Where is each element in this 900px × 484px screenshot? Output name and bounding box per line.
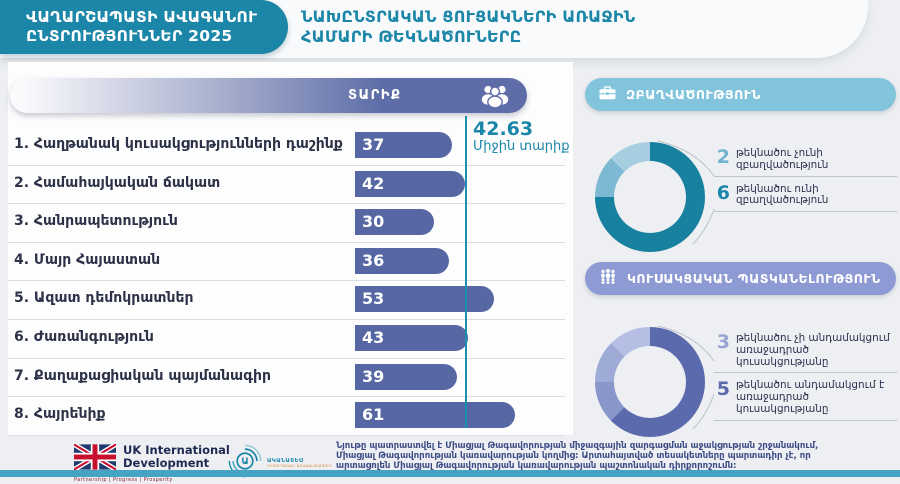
bottom-accent-strip [0,470,900,477]
party-section-header: ԿՈՒՍԱԿՑԱԿԱՆ ՊԱՏԿԱՆԵԼՈՒԹՅՈՒՆ [585,262,896,295]
party-callout-lines [657,325,715,429]
age-row: 4. Մայր Հայաստան 36 [8,243,565,282]
party-section-title: ԿՈՒՍԱԿՑԱԿԱՆ ՊԱՏԿԱՆԵԼՈՒԹՅՈՒՆ [627,271,881,286]
age-value: 30 [362,212,385,232]
party-name-label: 7. Քաղաքացիական պայմանագիր [14,367,272,384]
party-name-label: 5. Ազատ դեմոկրատներ [14,290,194,307]
badge-line2: ԸՆՏՐՈՒԹՅՈՒՆՆԵՐ 2025 [26,27,233,45]
badge-line1: ՎԱՂԱՐՇԱՊԱՏԻ ԱՎԱԳԱՆՈՒ [26,8,258,26]
age-row: 5. Ազատ դեմոկրատներ 53 [8,281,565,320]
age-bar-rows: 1. Հաղթանակ կուսակցությունների դաշինք 37… [8,127,565,436]
age-row: 1. Հաղթանակ կուսակցությունների դաշինք 37 [8,127,565,166]
average-age-label: 42.63 Միջին տարիք [473,119,570,154]
disclaimer-line3: արտացոլեն Միացյալ Թագավորության կառավարո… [336,461,737,471]
legend-row: 6 թեկնածու ունի զբաղվածություն [714,182,897,213]
age-value: 39 [362,366,385,386]
uk-flag-icon [72,442,118,474]
age-bar: 53 [355,286,494,313]
party-donut-chart [595,327,705,437]
disclaimer-text: Նյութը պատրաստվել է Միացյալ Թագավորությա… [336,441,896,471]
party-name-label: 8. Հայրենիք [14,406,106,423]
page-title: ՆԱԽԸՆՏՐԱԿԱՆ ՑՈՒՑԱԿՆԵՐԻ ԱՌԱՋԻՆ ՀԱՄԱՐԻ ԹԵԿ… [301,7,635,46]
uk-development-logo: UK International Development Partnership… [72,442,230,483]
election-badge: ՎԱՂԱՐՇԱՊԱՏԻ ԱՎԱԳԱՆՈՒ ԸՆՏՐՈՒԹՅՈՒՆՆԵՐ 2025 [0,0,288,54]
age-row: 6. Ժառանգություն 43 [8,320,565,359]
age-value: 42 [362,173,385,193]
people-icon [479,82,511,113]
age-bar: 30 [355,209,434,236]
age-value: 43 [362,327,385,347]
party-name-label: 2. Համահայկական ճակատ [14,174,221,191]
legend-label: թեկնածու չի անդամակցում առաջադրած կուսակ… [736,332,890,368]
age-bar: 37 [355,132,452,158]
legend-label: թեկնածու չունի զբաղվածություն [736,147,829,171]
age-bar: 36 [355,247,450,274]
age-bar: 61 [355,402,515,429]
age-chart-panel [8,62,573,435]
uk-logo-tagline: Partnership | Progress | Prosperity [74,477,173,483]
observer-mission-logo: Ա ԱԿԱՆԱՏԵՍ ԴԻՏՈՐԴԱԿԱՆ ԱՌԱՔԵԼՈՒԹՅՈՒՆ [226,442,332,484]
svg-text:Ա: Ա [241,457,248,467]
average-age-line [465,116,467,428]
title-line2: ՀԱՄԱՐԻ ԹԵԿՆԱԾՈՒՆԵՐԸ [301,26,522,46]
employment-donut-chart [595,142,705,252]
briefcase-icon [599,85,616,104]
age-row: 7. Քաղաքացիական պայմանագիր 39 [8,359,565,398]
legend-count: 6 [716,181,730,204]
legend-count: 2 [716,146,730,168]
age-value: 61 [362,405,385,425]
age-row: 8. Հայրենիք 61 [8,397,565,436]
legend-row: 3 թեկնածու չի անդամակցում առաջադրած կուս… [714,331,897,374]
age-bar: 43 [355,324,468,351]
age-row: 2. Համահայկական ճակատ 42 [8,166,565,205]
disclaimer-line1: Նյութը պատրաստվել է Միացյալ Թագավորությա… [336,441,819,451]
party-name-label: 1. Հաղթանակ կուսակցությունների դաշինք [14,136,343,152]
employment-section-title: ԶԲԱՂՎԱԾՈՒԹՅՈՒՆ [626,87,761,102]
age-value: 36 [362,250,385,270]
disclaimer-line2: Միացյալ Թագավորության կառավարության կողմ… [336,451,811,461]
average-age-value: 42.63 [473,118,534,140]
uk-logo-line1: UK International [123,443,230,457]
legend-count: 3 [716,331,730,353]
party-name-label: 4. Մայր Հայաստան [14,251,161,268]
party-name-label: 6. Ժառանգություն [14,328,154,345]
average-age-caption: Միջին տարիք [473,139,570,154]
observer-logo-icon: Ա [226,442,264,484]
age-column-header: ՏԱՐԻՔ [10,78,527,113]
uk-logo-line2: Development [123,455,210,470]
legend-label: թեկնածու անդամակցում է առաջադրած կուսակց… [736,379,885,415]
party-name-label: 3. Հանրապետություն [14,213,178,230]
employment-section-header: ԶԲԱՂՎԱԾՈՒԹՅՈՒՆ [585,78,896,111]
title-line1: ՆԱԽԸՆՏՐԱԿԱՆ ՑՈՒՑԱԿՆԵՐԻ ԱՌԱՋԻՆ [301,7,636,26]
observer-logo-name: ԱԿԱՆԱՏԵՍ [267,458,304,464]
legend-row: 2 թեկնածու չունի զբաղվածություն [714,146,897,177]
age-row: 3. Հանրապետություն 30 [8,204,565,243]
age-bar: 42 [355,170,466,197]
age-value: 53 [362,289,385,309]
employment-callout-lines [657,140,715,244]
legend-label: թեկնածու ունի զբաղվածություն [736,182,829,207]
group-icon [599,268,617,288]
age-column-label: ՏԱՐԻՔ [348,88,402,103]
legend-row: 5 թեկնածու անդամակցում է առաջադրած կուսա… [714,378,897,421]
observer-logo-subtitle: ԴԻՏՈՐԴԱԿԱՆ ԱՌԱՔԵԼՈՒԹՅՈՒՆ [267,464,333,468]
employment-legend: 2 թեկնածու չունի զբաղվածություն 6 թեկնած… [714,146,897,217]
party-legend: 3 թեկնածու չի անդամակցում առաջադրած կուս… [714,331,897,426]
legend-count: 5 [716,378,730,401]
age-bar: 39 [355,363,458,390]
age-value: 37 [362,135,385,154]
